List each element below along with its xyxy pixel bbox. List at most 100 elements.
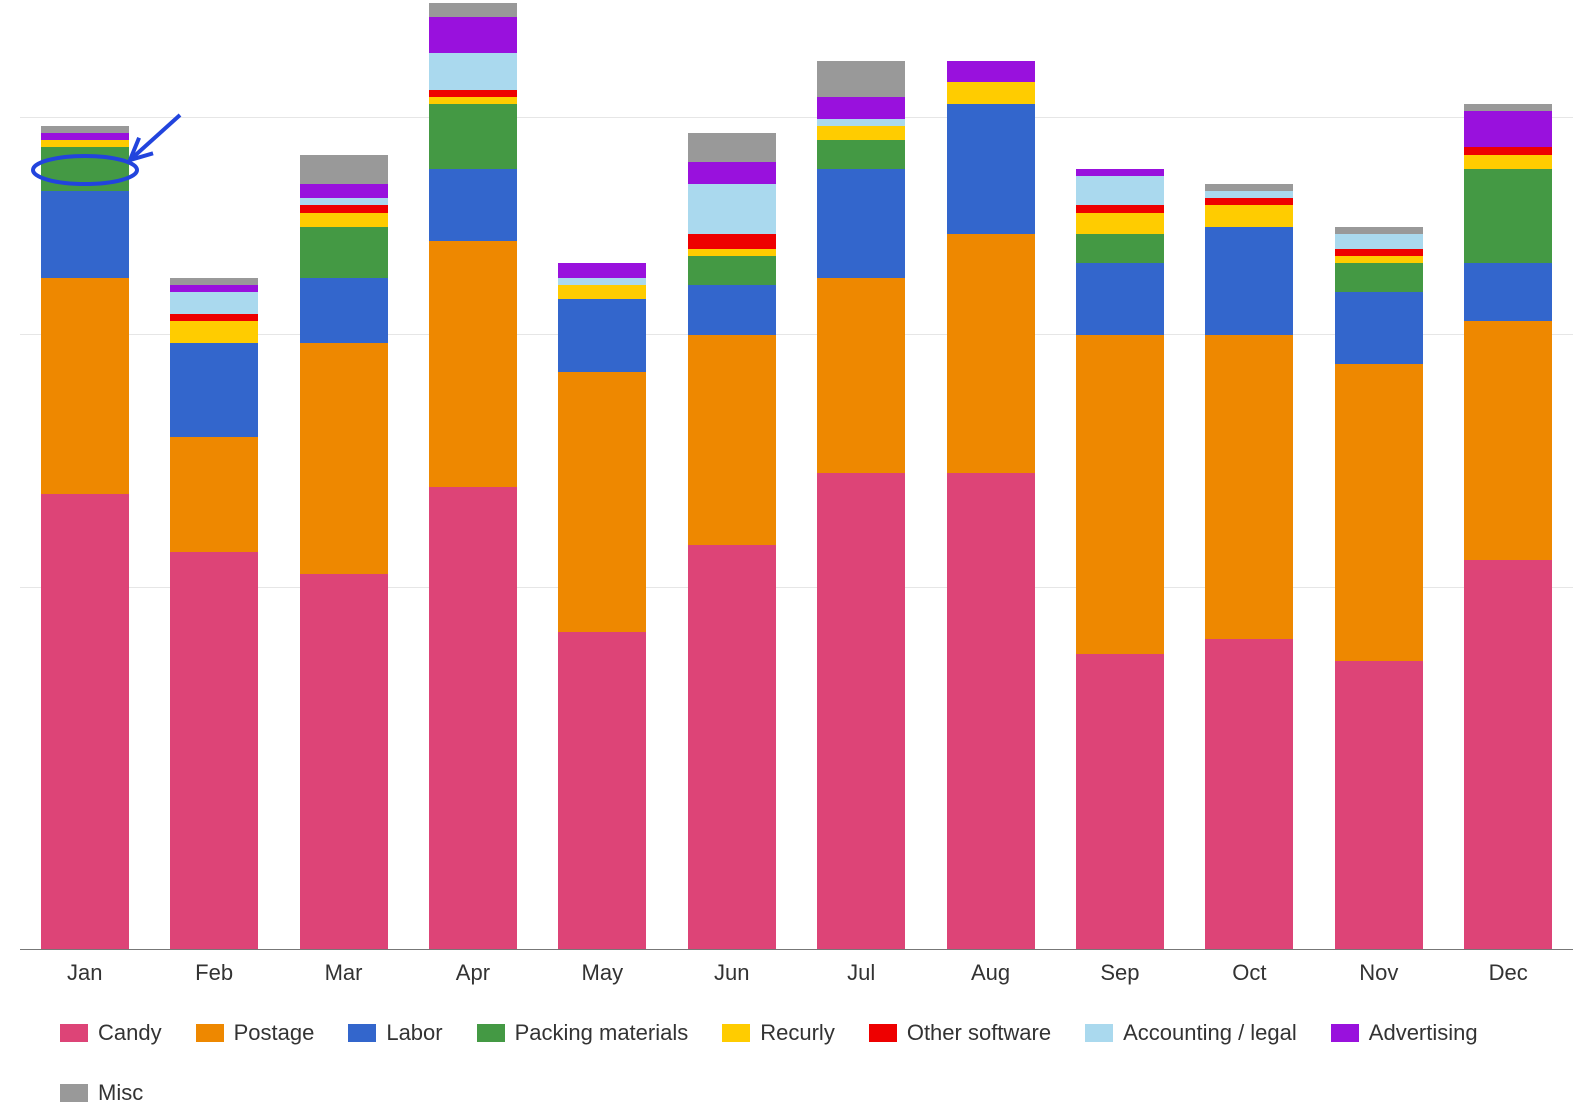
segment-othersw[interactable] — [1076, 205, 1164, 212]
bar-oct[interactable] — [1205, 184, 1293, 950]
segment-labor[interactable] — [817, 169, 905, 277]
segment-labor[interactable] — [947, 104, 1035, 234]
legend-item-candy[interactable]: Candy — [60, 1020, 162, 1046]
segment-postage[interactable] — [41, 278, 129, 495]
segment-labor[interactable] — [300, 278, 388, 343]
segment-recurly[interactable] — [1335, 256, 1423, 263]
segment-advertising[interactable] — [817, 97, 905, 119]
segment-recurly[interactable] — [1205, 205, 1293, 227]
segment-labor[interactable] — [429, 169, 517, 241]
segment-misc[interactable] — [429, 3, 517, 17]
bar-sep[interactable] — [1076, 169, 1164, 950]
legend-item-recurly[interactable]: Recurly — [722, 1020, 835, 1046]
legend-item-packing[interactable]: Packing materials — [477, 1020, 689, 1046]
segment-recurly[interactable] — [947, 82, 1035, 104]
segment-misc[interactable] — [300, 155, 388, 184]
segment-misc[interactable] — [1335, 227, 1423, 234]
segment-advertising[interactable] — [688, 162, 776, 184]
segment-acctlegal[interactable] — [558, 278, 646, 285]
segment-othersw[interactable] — [300, 205, 388, 212]
segment-packing[interactable] — [1464, 169, 1552, 263]
segment-recurly[interactable] — [1076, 213, 1164, 235]
segment-labor[interactable] — [1335, 292, 1423, 364]
segment-postage[interactable] — [558, 372, 646, 632]
segment-recurly[interactable] — [688, 249, 776, 256]
bar-may[interactable] — [558, 263, 646, 950]
segment-advertising[interactable] — [300, 184, 388, 198]
segment-misc[interactable] — [1464, 104, 1552, 111]
bar-jan[interactable] — [41, 126, 129, 950]
legend-item-labor[interactable]: Labor — [348, 1020, 442, 1046]
segment-misc[interactable] — [817, 61, 905, 97]
segment-recurly[interactable] — [429, 97, 517, 104]
segment-othersw[interactable] — [1335, 249, 1423, 256]
segment-acctlegal[interactable] — [688, 184, 776, 235]
segment-candy[interactable] — [429, 487, 517, 950]
segment-recurly[interactable] — [300, 213, 388, 227]
segment-acctlegal[interactable] — [1335, 234, 1423, 248]
segment-labor[interactable] — [170, 343, 258, 437]
segment-postage[interactable] — [947, 234, 1035, 473]
segment-labor[interactable] — [41, 191, 129, 278]
segment-candy[interactable] — [170, 552, 258, 950]
segment-candy[interactable] — [1205, 639, 1293, 950]
segment-advertising[interactable] — [429, 17, 517, 53]
segment-misc[interactable] — [170, 278, 258, 285]
bar-nov[interactable] — [1335, 227, 1423, 950]
bar-jul[interactable] — [817, 61, 905, 950]
segment-labor[interactable] — [688, 285, 776, 336]
segment-labor[interactable] — [1205, 227, 1293, 335]
segment-recurly[interactable] — [41, 140, 129, 147]
segment-misc[interactable] — [1205, 184, 1293, 191]
bar-mar[interactable] — [300, 155, 388, 950]
segment-labor[interactable] — [1076, 263, 1164, 335]
segment-postage[interactable] — [429, 241, 517, 487]
segment-labor[interactable] — [1464, 263, 1552, 321]
segment-postage[interactable] — [817, 278, 905, 473]
segment-labor[interactable] — [558, 299, 646, 371]
segment-packing[interactable] — [1076, 234, 1164, 263]
segment-packing[interactable] — [41, 147, 129, 190]
segment-candy[interactable] — [1076, 654, 1164, 950]
segment-acctlegal[interactable] — [1205, 191, 1293, 198]
segment-postage[interactable] — [1335, 364, 1423, 660]
segment-postage[interactable] — [300, 343, 388, 574]
segment-candy[interactable] — [688, 545, 776, 950]
segment-candy[interactable] — [817, 473, 905, 950]
segment-othersw[interactable] — [170, 314, 258, 321]
segment-postage[interactable] — [170, 437, 258, 553]
segment-acctlegal[interactable] — [429, 53, 517, 89]
segment-recurly[interactable] — [817, 126, 905, 140]
segment-postage[interactable] — [1076, 335, 1164, 653]
segment-candy[interactable] — [41, 494, 129, 950]
segment-advertising[interactable] — [947, 61, 1035, 83]
segment-postage[interactable] — [1205, 335, 1293, 639]
segment-othersw[interactable] — [1205, 198, 1293, 205]
segment-misc[interactable] — [688, 133, 776, 162]
segment-candy[interactable] — [1335, 661, 1423, 950]
segment-acctlegal[interactable] — [1076, 176, 1164, 205]
segment-advertising[interactable] — [1076, 169, 1164, 176]
segment-misc[interactable] — [41, 126, 129, 133]
segment-advertising[interactable] — [1464, 111, 1552, 147]
segment-candy[interactable] — [558, 632, 646, 950]
segment-recurly[interactable] — [170, 321, 258, 343]
segment-othersw[interactable] — [688, 234, 776, 248]
legend-item-misc[interactable]: Misc — [60, 1080, 143, 1106]
segment-recurly[interactable] — [1464, 155, 1552, 169]
segment-advertising[interactable] — [170, 285, 258, 292]
segment-acctlegal[interactable] — [170, 292, 258, 314]
bar-apr[interactable] — [429, 3, 517, 950]
bar-jun[interactable] — [688, 133, 776, 950]
segment-othersw[interactable] — [429, 90, 517, 97]
segment-advertising[interactable] — [41, 133, 129, 140]
segment-packing[interactable] — [300, 227, 388, 278]
segment-othersw[interactable] — [1464, 147, 1552, 154]
segment-packing[interactable] — [429, 104, 517, 169]
legend-item-acctlegal[interactable]: Accounting / legal — [1085, 1020, 1297, 1046]
segment-postage[interactable] — [1464, 321, 1552, 560]
segment-candy[interactable] — [300, 574, 388, 950]
segment-packing[interactable] — [1335, 263, 1423, 292]
segment-candy[interactable] — [1464, 560, 1552, 950]
legend-item-postage[interactable]: Postage — [196, 1020, 315, 1046]
